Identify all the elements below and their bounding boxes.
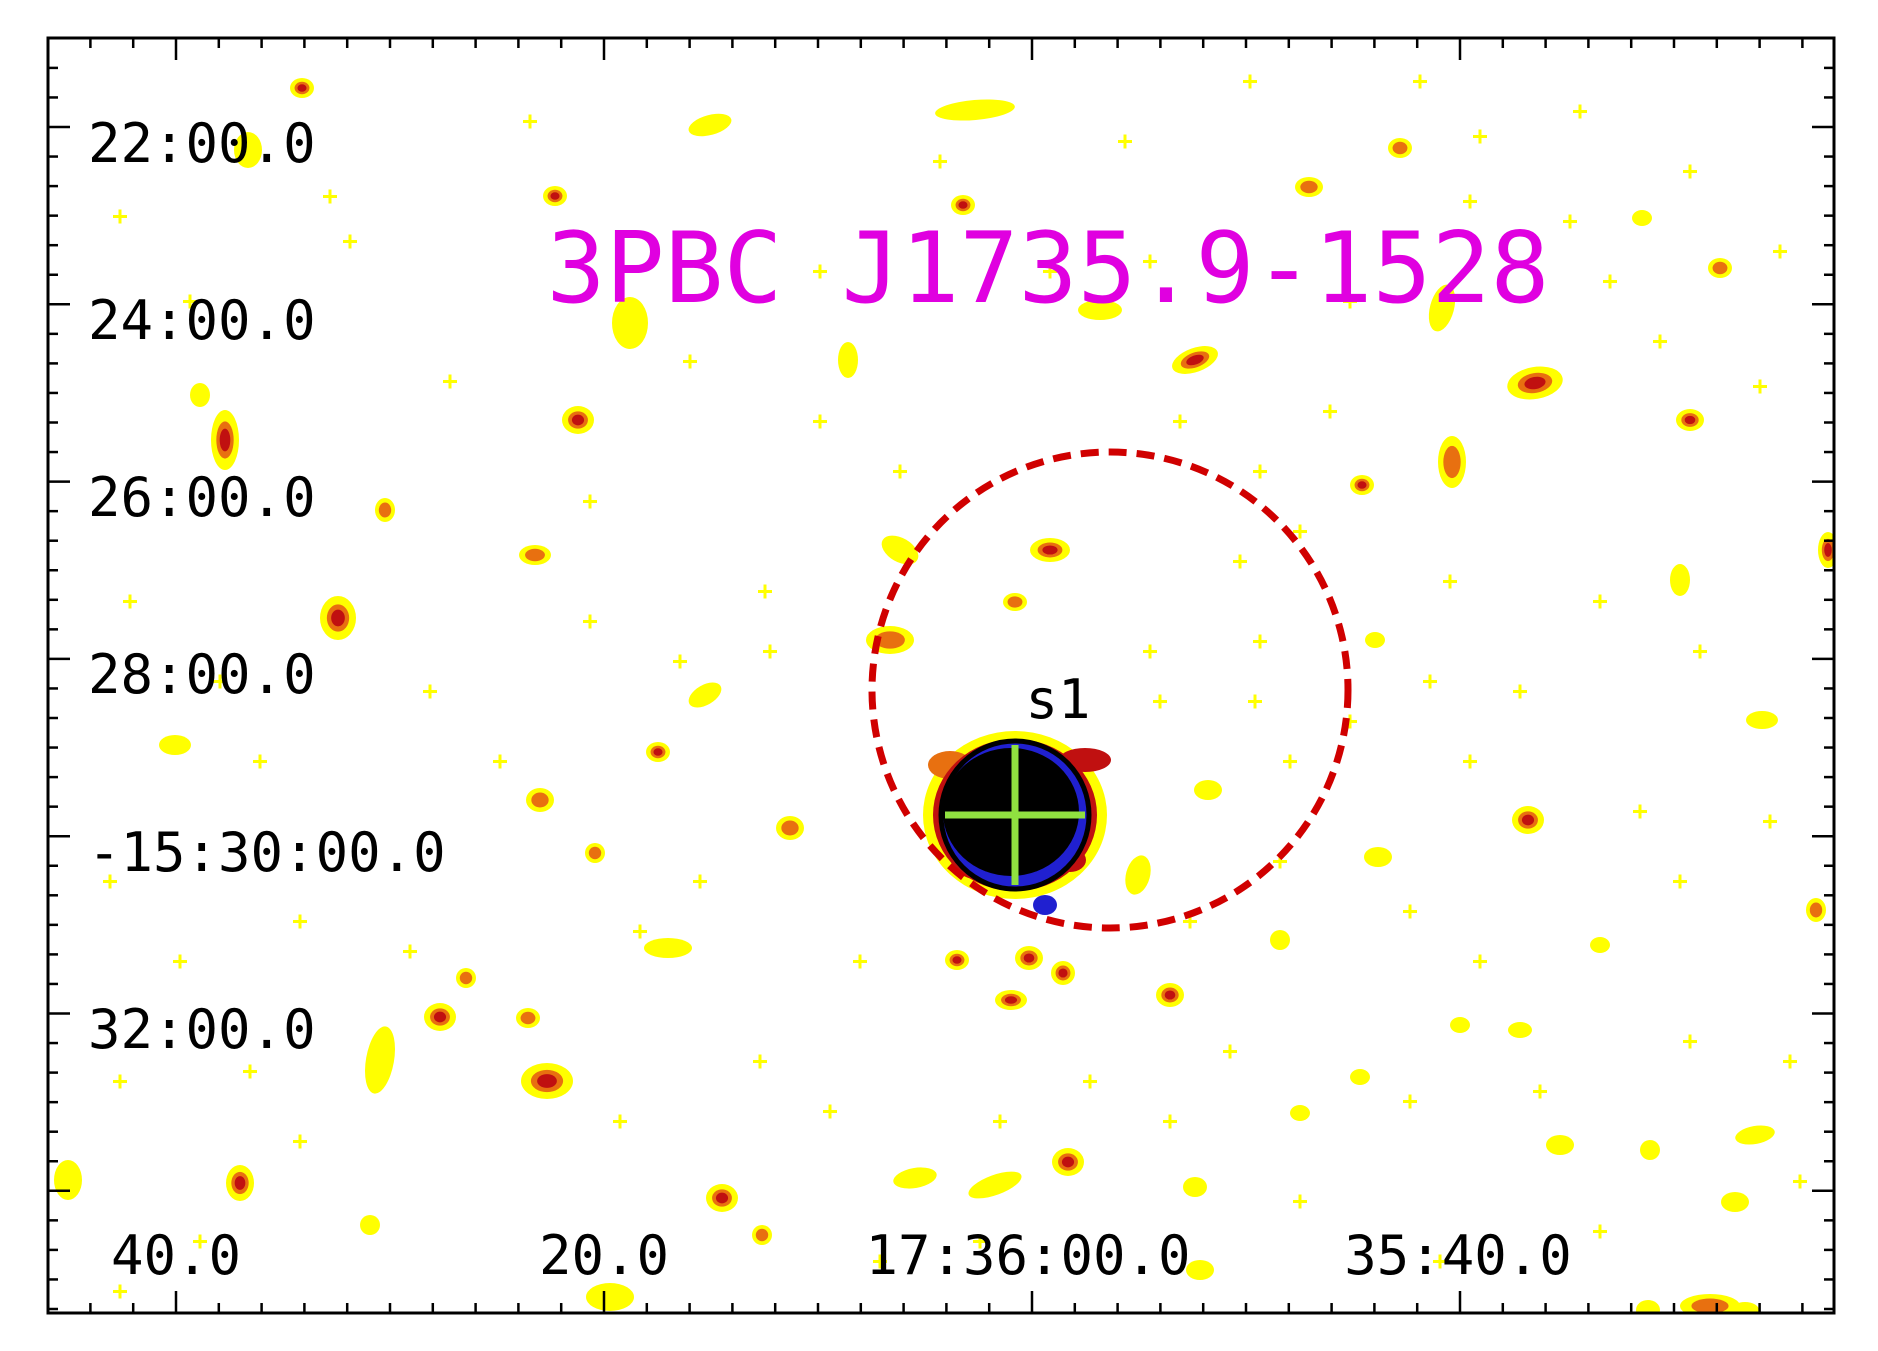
x-tick-label: 35:40.0 <box>1344 1224 1572 1287</box>
x-axis-labels: 40.0 20.0 17:36:00.0 35:40.0 <box>111 1224 1572 1287</box>
y-tick-label: 24:00.0 <box>88 289 316 352</box>
y-tick-label: 28:00.0 <box>88 643 316 706</box>
error-circle <box>868 448 1352 932</box>
emission-blobs <box>54 74 1834 1313</box>
source-circle <box>938 738 1092 892</box>
y-axis-labels: 22:00.0 24:00.0 26:00.0 28:00.0 -15:30:0… <box>88 112 446 1061</box>
y-tick-label: 32:00.0 <box>88 998 316 1061</box>
axis-ticks <box>48 38 1834 1313</box>
plot-area <box>48 38 1834 1313</box>
y-tick-label: 22:00.0 <box>88 112 316 175</box>
source-label: s1 <box>1025 668 1090 731</box>
x-tick-label: 20.0 <box>539 1224 669 1287</box>
x-tick-label: 17:36:00.0 <box>865 1224 1190 1287</box>
y-tick-label: 26:00.0 <box>88 466 316 529</box>
x-tick-label: 40.0 <box>111 1224 241 1287</box>
image-title: 3PBC J1735.9-1528 <box>546 212 1549 326</box>
plot-frame <box>46 36 1836 1315</box>
y-tick-label: -15:30:00.0 <box>88 821 446 884</box>
plus-crosshair-icon <box>945 745 1085 885</box>
